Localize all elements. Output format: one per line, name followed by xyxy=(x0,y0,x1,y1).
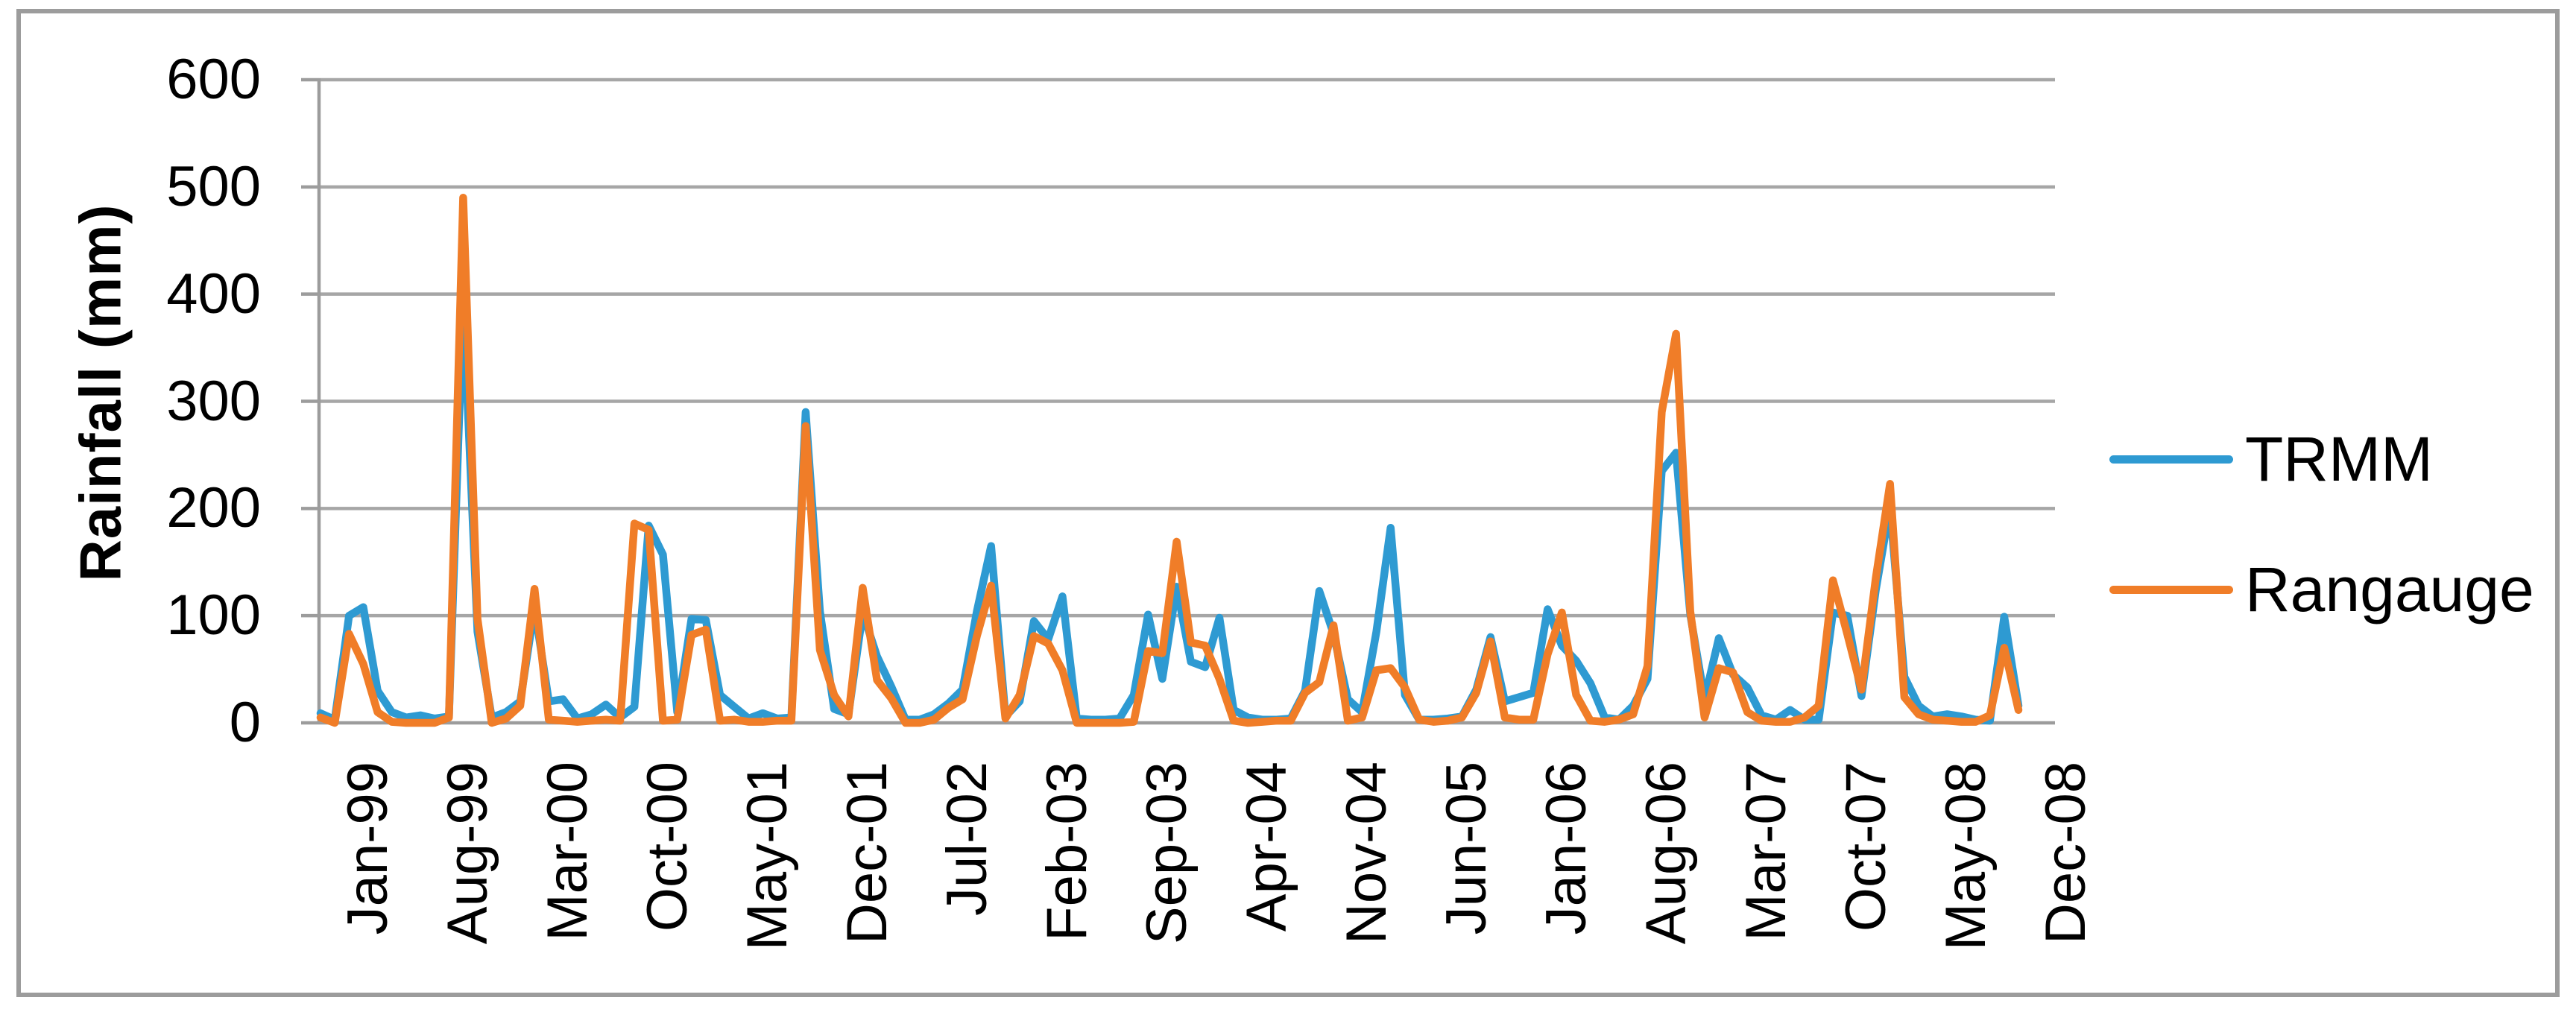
x-tick-label-Oct-07: Oct-07 xyxy=(1834,762,1898,932)
trmm-line-swatch xyxy=(2109,455,2233,464)
legend-label-trmm: TRMM xyxy=(2245,424,2433,494)
x-tick-label-Apr-04: Apr-04 xyxy=(1235,762,1298,932)
y-tick-label-600: 600 xyxy=(166,48,261,111)
legend-label-rangauge: Rangauge xyxy=(2245,554,2534,624)
x-tick-label-Mar-00: Mar-00 xyxy=(536,762,599,941)
x-tick-label-Jun-05: Jun-05 xyxy=(1435,762,1498,935)
x-tick-label-Jan-99: Jan-99 xyxy=(336,762,400,935)
chart-outer-border xyxy=(16,9,2560,997)
x-tick-label-Aug-99: Aug-99 xyxy=(436,762,499,945)
y-tick-label-200: 200 xyxy=(166,476,261,540)
x-tick-label-Sep-03: Sep-03 xyxy=(1135,762,1199,945)
legend-item-rangauge: Rangauge xyxy=(2109,554,2534,626)
legend-item-trmm: TRMM xyxy=(2109,423,2433,496)
rangauge-series-line xyxy=(316,193,2023,727)
x-tick-label-Nov-04: Nov-04 xyxy=(1335,762,1398,944)
rangauge-line-swatch xyxy=(2109,586,2233,594)
x-tick-label-Dec-08: Dec-08 xyxy=(2034,762,2097,944)
x-tick-label-May-08: May-08 xyxy=(1934,762,1998,951)
y-tick-label-300: 300 xyxy=(166,369,261,433)
x-tick-label-Oct-00: Oct-00 xyxy=(636,762,699,932)
y-tick-label-500: 500 xyxy=(166,154,261,218)
x-tick-label-Jul-02: Jul-02 xyxy=(935,762,999,916)
x-tick-label-May-01: May-01 xyxy=(736,762,799,951)
y-tick-label-400: 400 xyxy=(166,262,261,326)
x-tick-label-Feb-03: Feb-03 xyxy=(1035,762,1099,941)
x-tick-label-Aug-06: Aug-06 xyxy=(1635,762,1698,945)
y-tick-label-100: 100 xyxy=(166,584,261,648)
x-tick-label-Mar-07: Mar-07 xyxy=(1734,762,1798,941)
x-tick-label-Dec-01: Dec-01 xyxy=(836,762,899,944)
x-tick-label-Jan-06: Jan-06 xyxy=(1535,762,1598,935)
y-tick-label-0: 0 xyxy=(229,691,261,754)
